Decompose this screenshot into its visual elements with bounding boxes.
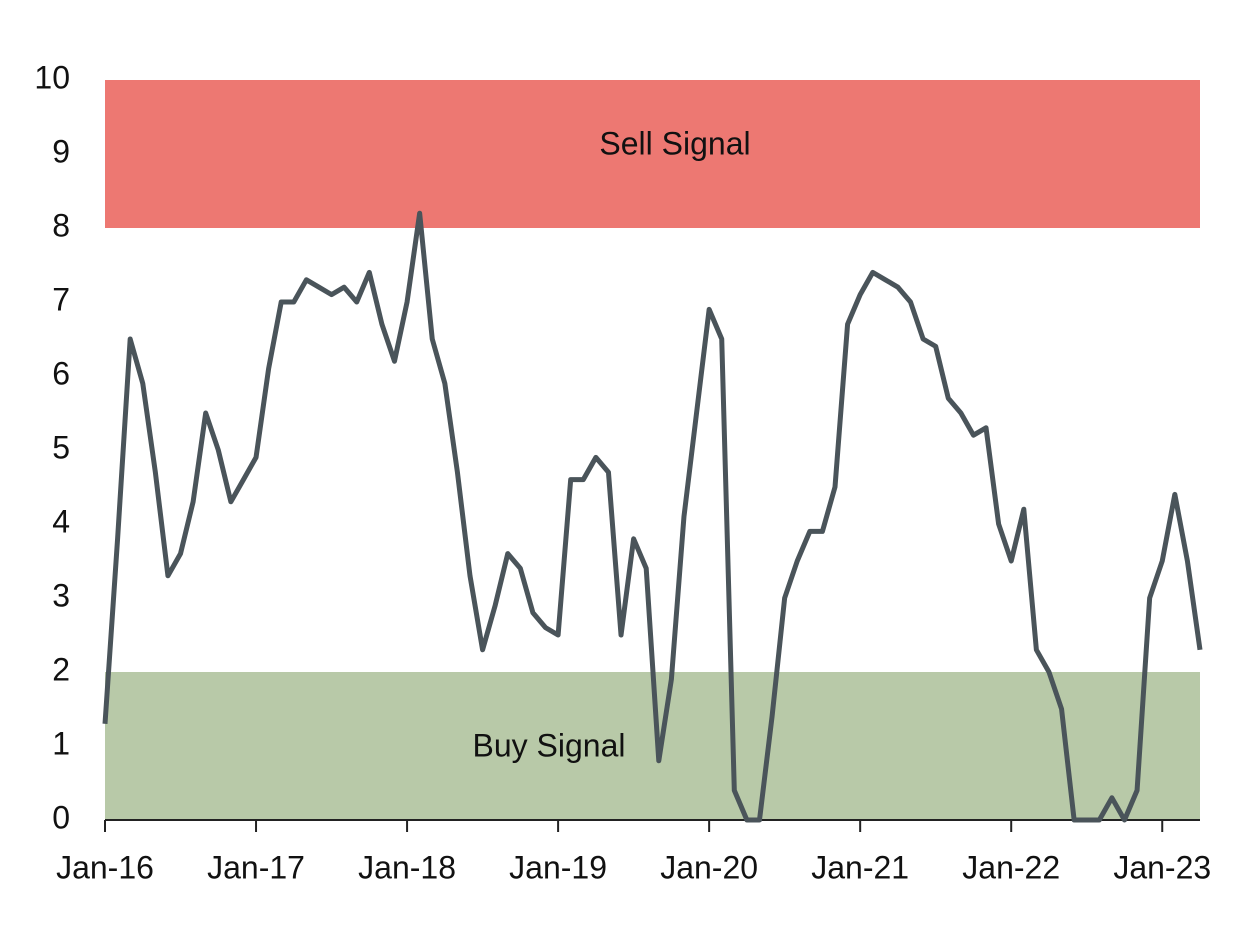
band-label: Sell Signal: [599, 125, 750, 161]
x-tick-label: Jan-18: [358, 849, 456, 885]
y-tick-label: 7: [52, 281, 70, 317]
y-tick-label: 5: [52, 429, 70, 465]
x-tick-label: Jan-17: [207, 849, 305, 885]
x-tick-label: Jan-16: [56, 849, 154, 885]
y-tick-label: 2: [52, 651, 70, 687]
y-tick-label: 8: [52, 207, 70, 243]
band-label: Buy Signal: [473, 727, 626, 763]
y-tick-label: 9: [52, 133, 70, 169]
signal-band: [105, 80, 1200, 228]
y-tick-label: 0: [52, 799, 70, 835]
y-tick-label: 6: [52, 355, 70, 391]
signal-line: [102, 210, 1203, 823]
y-tick-label: 3: [52, 577, 70, 613]
x-tick-label: Jan-21: [811, 849, 909, 885]
x-tick-label: Jan-20: [660, 849, 758, 885]
x-tick-label: Jan-23: [1113, 849, 1211, 885]
y-tick-label: 1: [52, 725, 70, 761]
x-tick-label: Jan-22: [962, 849, 1060, 885]
y-tick-label: 10: [34, 59, 70, 95]
x-tick-label: Jan-19: [509, 849, 607, 885]
y-tick-label: 4: [52, 503, 70, 539]
